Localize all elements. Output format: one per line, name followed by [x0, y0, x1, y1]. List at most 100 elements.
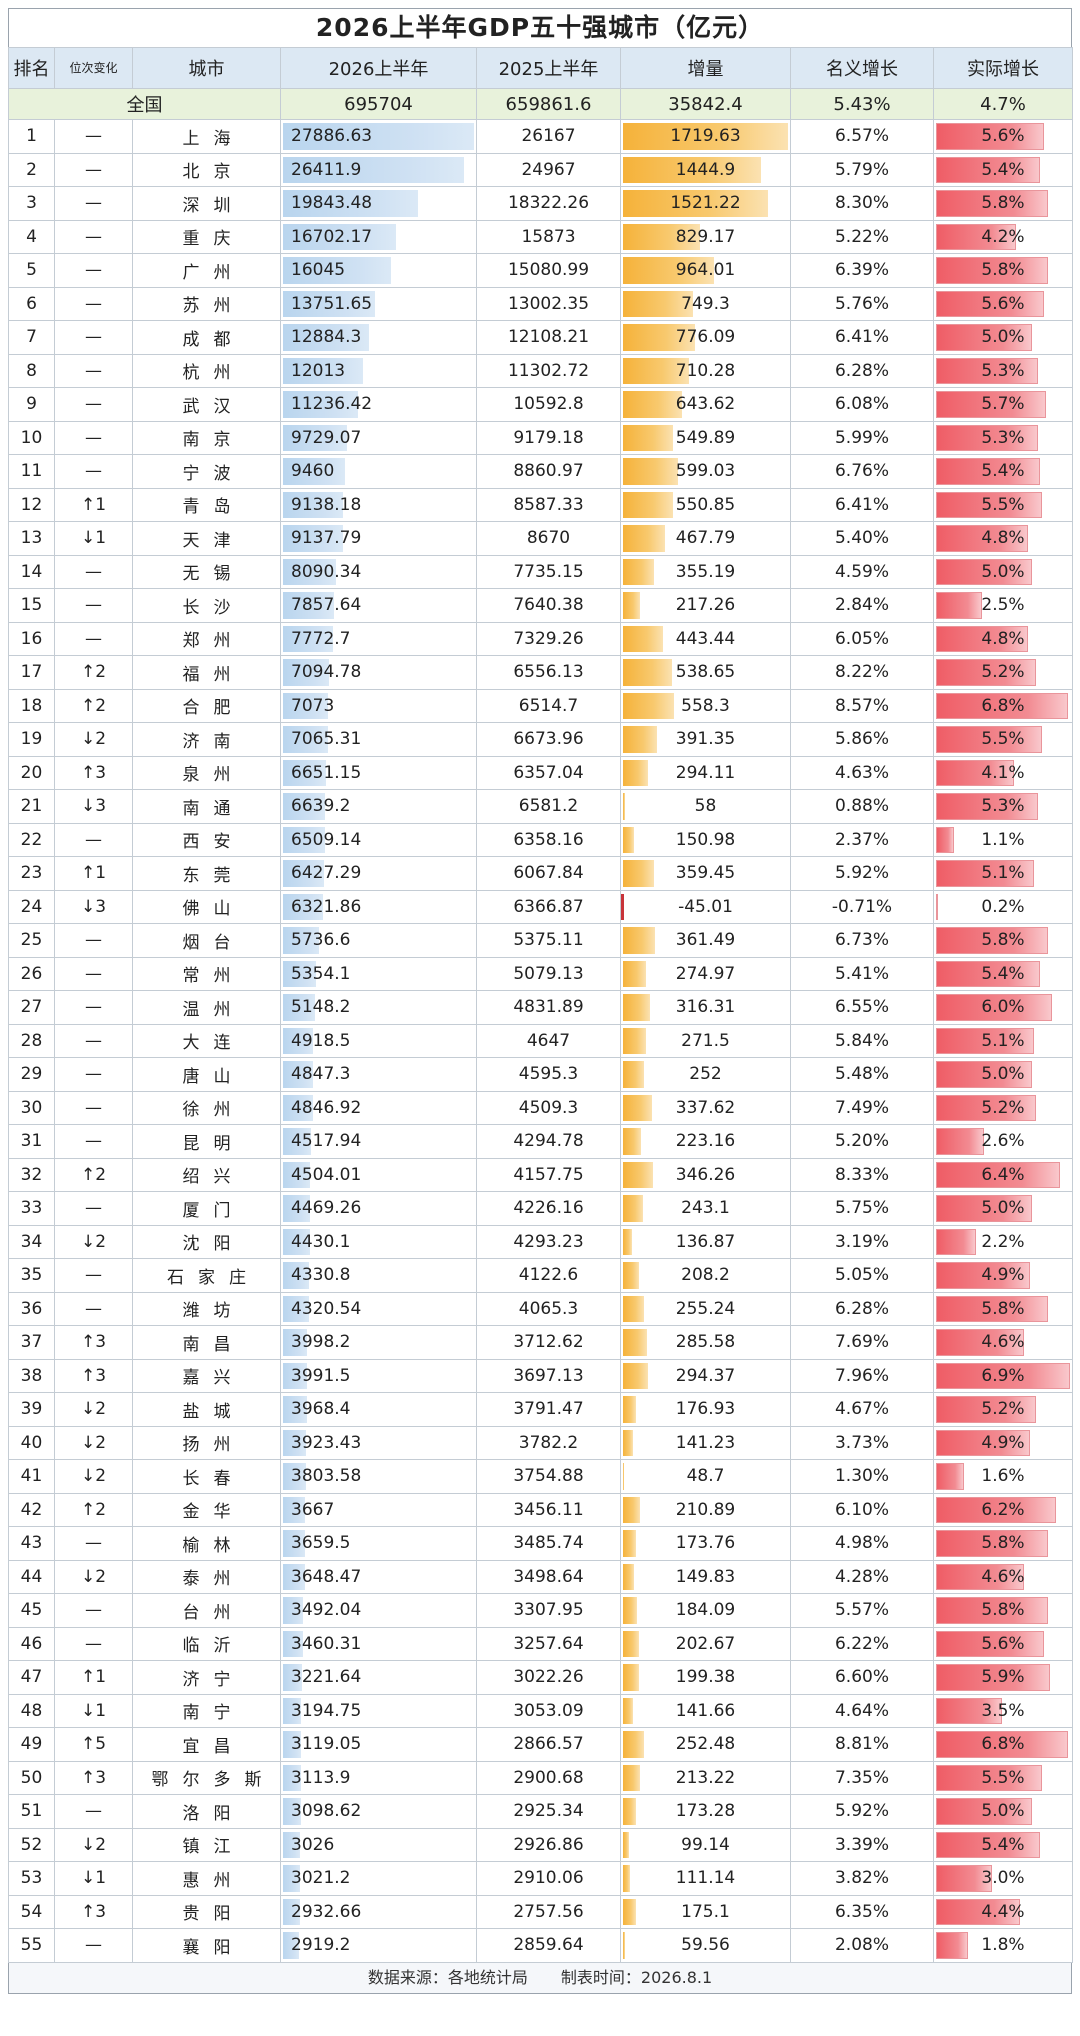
table-row: 17 ↑2 福州 7094.78 6556.13 538.65 8.22% 5.2% — [8, 655, 1073, 690]
gdp-2026-value: 3460.31 — [291, 1633, 362, 1654]
national-total-row: 全国 695704 659861.6 35842.4 5.43% 4.7% — [8, 88, 1073, 120]
city-cell: 襄阳 — [132, 1928, 281, 1963]
rank-change-cell: ↓1 — [54, 1693, 133, 1728]
gdp-bar — [283, 491, 343, 518]
increase-value: 443.44 — [675, 628, 736, 649]
rank-value: 11 — [20, 461, 43, 482]
rank-change-cell: — — [54, 1291, 133, 1326]
gdp-2025-value: 4065.3 — [518, 1298, 579, 1319]
rank-value: 34 — [20, 1231, 43, 1252]
table-row: 42 ↑2 金华 3667 3456.11 210.89 6.10% 6.2% — [8, 1492, 1073, 1527]
rank-change-cell: ↓1 — [54, 1861, 133, 1896]
rank-cell: 39 — [8, 1392, 55, 1427]
gdp-bar — [283, 793, 326, 820]
increase-cell: 549.89 — [620, 420, 791, 455]
city-value: 惠州 — [182, 1870, 245, 1891]
table-row: 36 — 潍坊 4320.54 4065.3 255.24 6.28% 5.8% — [8, 1291, 1073, 1326]
gdp-2026-value: 3026 — [291, 1834, 335, 1855]
rank-change-cell: — — [54, 286, 133, 321]
city-cell: 郑州 — [132, 621, 281, 656]
gdp-bar — [283, 391, 358, 418]
increase-cell: 776.09 — [620, 320, 791, 355]
real-growth-value: 5.4% — [981, 1834, 1025, 1855]
city-cell: 榆林 — [132, 1526, 281, 1561]
increase-value: 223.16 — [675, 1131, 736, 1152]
rank-change-value: ↑3 — [80, 762, 107, 783]
rank-change-value: — — [85, 1600, 102, 1621]
gdp-2025-cell: 24967 — [476, 152, 621, 187]
city-value: 南通 — [182, 798, 245, 819]
real-growth-bar — [936, 826, 954, 853]
gdp-bar — [283, 1463, 306, 1490]
real-growth-bar — [936, 1094, 1036, 1121]
table-row: 38 ↑3 嘉兴 3991.5 3697.13 294.37 7.96% 6.9% — [8, 1358, 1073, 1393]
real-growth-cell: 5.3% — [933, 789, 1073, 824]
gdp-2026-cell: 3113.9 — [280, 1760, 477, 1795]
gdp-2026-value: 3221.64 — [291, 1667, 362, 1688]
gdp-2026-cell: 2919.2 — [280, 1928, 477, 1963]
rank-change-cell: ↓2 — [54, 1224, 133, 1259]
real-growth-bar — [936, 1262, 1030, 1289]
nominal-growth-value: 5.99% — [834, 427, 889, 448]
rank-cell: 1 — [8, 119, 55, 154]
gdp-2026-cell: 13751.65 — [280, 286, 477, 321]
increase-bar — [623, 424, 674, 451]
rank-change-value: — — [85, 1097, 102, 1118]
rank-value: 7 — [26, 327, 37, 348]
gdp-bar — [283, 1563, 305, 1590]
gdp-bar — [283, 1161, 311, 1188]
rank-change-cell: ↑3 — [54, 755, 133, 790]
nominal-growth-value: 5.86% — [834, 729, 889, 750]
rank-change-value: — — [85, 930, 102, 951]
city-value: 南宁 — [182, 1703, 245, 1724]
nominal-growth-cell: 8.81% — [790, 1727, 934, 1762]
gdp-2026-value: 4918.5 — [291, 1030, 351, 1051]
rank-change-value: ↑5 — [80, 1734, 107, 1755]
increase-bar — [623, 1128, 641, 1155]
real-growth-value: 6.8% — [981, 1734, 1025, 1755]
rank-value: 33 — [20, 1198, 43, 1219]
city-cell: 福州 — [132, 655, 281, 690]
rank-change-value: — — [85, 226, 102, 247]
rank-change-value: — — [85, 1633, 102, 1654]
table-row: 46 — 临沂 3460.31 3257.64 202.67 6.22% 5.6% — [8, 1626, 1073, 1661]
real-growth-value: 5.8% — [981, 260, 1025, 281]
rank-change-cell: ↓2 — [54, 1827, 133, 1862]
increase-bar — [623, 826, 634, 853]
rank-change-value: ↓2 — [80, 1399, 107, 1420]
table-row: 19 ↓2 济南 7065.31 6673.96 391.35 5.86% 5.5% — [8, 722, 1073, 757]
gdp-2025-value: 6357.04 — [513, 762, 584, 783]
real-growth-bar — [936, 525, 1028, 552]
gdp-2026-cell: 7073 — [280, 688, 477, 723]
rank-cell: 27 — [8, 990, 55, 1025]
rank-value: 48 — [20, 1700, 43, 1721]
increase-value: -45.01 — [678, 896, 733, 917]
gdp-2026-value: 4846.92 — [291, 1097, 362, 1118]
increase-value: 549.89 — [675, 427, 736, 448]
gdp-2026-cell: 5354.1 — [280, 956, 477, 991]
rank-value: 40 — [20, 1432, 43, 1453]
real-growth-value: 4.2% — [981, 226, 1025, 247]
gdp-2026-cell: 11236.42 — [280, 387, 477, 422]
gdp-2026-value: 3667 — [291, 1499, 335, 1520]
rank-change-value: ↓2 — [80, 1466, 107, 1487]
header-rank: 排名 — [8, 47, 55, 89]
rank-change-cell: — — [54, 186, 133, 221]
real-growth-value: 1.1% — [981, 829, 1025, 850]
rank-cell: 47 — [8, 1660, 55, 1695]
table-row: 18 ↑2 合肥 7073 6514.7 558.3 8.57% 6.8% — [8, 688, 1073, 723]
gdp-2026-value: 3021.2 — [291, 1868, 351, 1889]
gdp-2025-cell: 2757.56 — [476, 1894, 621, 1929]
increase-cell: 58 — [620, 789, 791, 824]
gdp-bar — [283, 1831, 301, 1858]
gdp-2026-cell: 16702.17 — [280, 219, 477, 254]
rank-cell: 16 — [8, 621, 55, 656]
rank-change-value: — — [85, 360, 102, 381]
gdp-2026-value: 9138.18 — [291, 494, 362, 515]
increase-cell: 274.97 — [620, 956, 791, 991]
table-row: 54 ↑3 贵阳 2932.66 2757.56 175.1 6.35% 4.4% — [8, 1894, 1073, 1929]
rank-change-cell: — — [54, 990, 133, 1025]
city-cell: 重庆 — [132, 219, 281, 254]
real-growth-cell: 5.4% — [933, 152, 1073, 187]
table-row: 39 ↓2 盐城 3968.4 3791.47 176.93 4.67% 5.2% — [8, 1392, 1073, 1427]
